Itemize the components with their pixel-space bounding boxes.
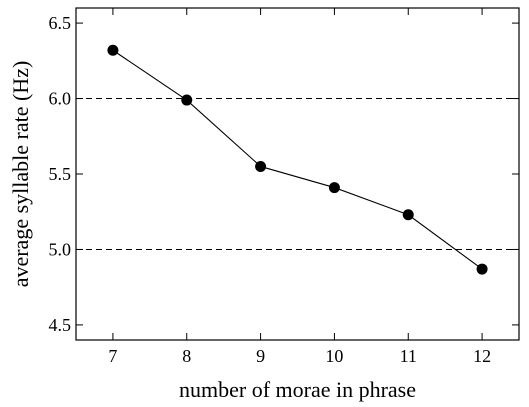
data-point bbox=[328, 182, 340, 194]
x-tick-label: 11 bbox=[400, 346, 417, 366]
y-tick-label: 4.5 bbox=[49, 315, 72, 335]
data-point bbox=[181, 94, 193, 106]
data-point bbox=[476, 263, 488, 275]
y-tick-label: 5.5 bbox=[49, 164, 72, 184]
data-point bbox=[255, 160, 267, 172]
y-tick-label: 5.0 bbox=[49, 239, 72, 259]
x-tick-label: 12 bbox=[473, 346, 491, 366]
x-axis-ticks: 7 8 9 10 11 12 bbox=[108, 8, 491, 366]
plot-frame bbox=[75, 7, 520, 341]
grid-lines bbox=[76, 98, 519, 250]
x-tick-label: 7 bbox=[108, 346, 117, 366]
data-point bbox=[402, 209, 414, 221]
y-tick-label: 6.5 bbox=[49, 13, 72, 33]
data-point bbox=[107, 44, 119, 56]
y-axis-ticks: 4.5 5.0 5.5 6.0 6.5 bbox=[49, 13, 519, 335]
x-tick-label: 10 bbox=[325, 346, 343, 366]
series-line bbox=[112, 49, 483, 270]
y-tick-label: 6.0 bbox=[49, 89, 72, 109]
data-series bbox=[107, 44, 488, 275]
y-axis-label: average syllable rate (Hz) bbox=[8, 61, 33, 288]
x-axis-label: number of morae in phrase bbox=[179, 377, 416, 402]
x-tick-label: 9 bbox=[256, 346, 265, 366]
x-tick-label: 8 bbox=[182, 346, 191, 366]
